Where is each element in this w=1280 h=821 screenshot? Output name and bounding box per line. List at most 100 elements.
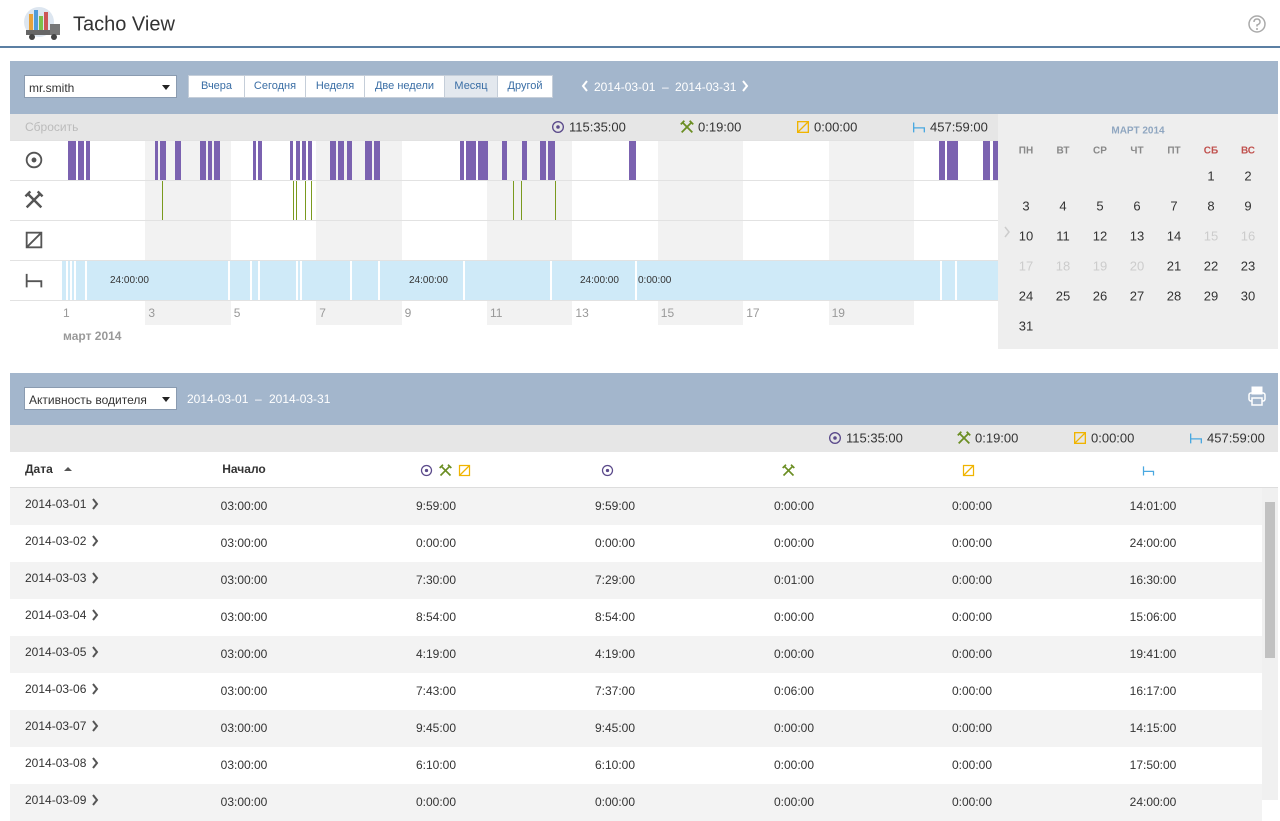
expand-arrow[interactable] xyxy=(91,609,99,621)
scrollbar[interactable] xyxy=(1262,488,1278,800)
table-row[interactable] xyxy=(10,488,1262,525)
expand-arrow[interactable] xyxy=(91,757,99,769)
table-header-border xyxy=(10,487,1278,488)
period-button[interactable]: Вчера xyxy=(188,75,245,98)
table-row[interactable] xyxy=(10,525,1262,562)
table-cell: 03:00:00 xyxy=(220,610,268,624)
axis-label: 9 xyxy=(404,306,412,320)
expand-arrow[interactable] xyxy=(91,720,99,732)
calendar-day[interactable]: 7 xyxy=(1170,198,1178,214)
expand-arrow[interactable] xyxy=(91,683,99,695)
calendar-day[interactable]: 18 xyxy=(1055,258,1071,274)
print-icon[interactable] xyxy=(1247,385,1267,407)
table-cell: 14:01:00 xyxy=(1129,499,1177,513)
calendar-day[interactable]: 19 xyxy=(1092,258,1108,274)
table-cell: 16:17:00 xyxy=(1129,684,1177,698)
calendar-day[interactable]: 27 xyxy=(1129,288,1145,304)
calendar-day[interactable]: 26 xyxy=(1092,288,1108,304)
period-button[interactable]: Сегодня xyxy=(244,75,306,98)
calendar-day[interactable]: 14 xyxy=(1166,228,1182,244)
driving-segment xyxy=(522,141,527,180)
driver-select[interactable]: mr.smith xyxy=(24,75,177,98)
calendar-day[interactable]: 16 xyxy=(1240,228,1256,244)
rest-segment xyxy=(62,261,998,300)
calendar-day[interactable]: 10 xyxy=(1018,228,1034,244)
report-select[interactable]: Активность водителя xyxy=(24,387,177,410)
rest-gap xyxy=(66,261,68,300)
activity-icon xyxy=(420,464,432,476)
period-button[interactable]: Месяц xyxy=(444,75,498,98)
calendar-day[interactable]: 22 xyxy=(1203,258,1219,274)
work-segment xyxy=(293,181,294,220)
column-header[interactable]: Дата xyxy=(25,462,53,476)
calendar-day[interactable]: 28 xyxy=(1166,288,1182,304)
rest-label: 24:00:00 xyxy=(409,275,448,286)
table-row[interactable] xyxy=(10,599,1262,636)
header xyxy=(0,0,1280,48)
calendar-day[interactable]: 24 xyxy=(1018,288,1034,304)
calendar-day[interactable]: 30 xyxy=(1240,288,1256,304)
table-row[interactable] xyxy=(10,784,1262,821)
total-value: 0:00:00 xyxy=(814,119,858,135)
calendar-day[interactable]: 2 xyxy=(1244,168,1252,184)
column-header[interactable]: Начало xyxy=(222,462,266,476)
expand-arrow[interactable] xyxy=(91,498,99,510)
row-line xyxy=(10,300,998,301)
driving-segment xyxy=(86,141,90,180)
calendar-day[interactable]: 15 xyxy=(1203,228,1219,244)
calendar-day[interactable]: 3 xyxy=(1022,198,1030,214)
calendar-day[interactable]: 29 xyxy=(1203,288,1219,304)
calendar-day[interactable]: 6 xyxy=(1133,198,1141,214)
period-button[interactable]: Другой xyxy=(497,75,553,98)
table-row[interactable] xyxy=(10,710,1262,747)
calendar-day[interactable]: 8 xyxy=(1207,198,1215,214)
table-cell: 6:10:00 xyxy=(594,758,636,772)
axis-label: 11 xyxy=(490,306,503,320)
expand-arrow[interactable] xyxy=(91,794,99,806)
table-row[interactable] xyxy=(10,673,1262,710)
calendar-day[interactable]: 5 xyxy=(1096,198,1104,214)
logo xyxy=(24,7,60,40)
table-cell: 19:41:00 xyxy=(1129,647,1177,661)
table-cell: 2014-03-03 xyxy=(25,571,87,585)
rest-gap xyxy=(350,261,352,300)
prev-arrow[interactable] xyxy=(580,79,590,93)
table-row[interactable] xyxy=(10,636,1262,673)
expand-arrow[interactable] xyxy=(91,535,99,547)
calendar-day[interactable]: 25 xyxy=(1055,288,1071,304)
calendar-day[interactable]: 13 xyxy=(1129,228,1145,244)
driving-segment xyxy=(629,141,636,180)
calendar-arrow[interactable] xyxy=(1002,225,1012,239)
activity-icon xyxy=(797,121,809,133)
calendar-day[interactable]: 21 xyxy=(1166,258,1182,274)
calendar-day[interactable]: 11 xyxy=(1056,228,1070,244)
calendar-day[interactable]: 4 xyxy=(1059,198,1067,214)
activity-icon xyxy=(957,431,971,444)
help-icon[interactable] xyxy=(1247,14,1267,34)
activity-icon xyxy=(25,273,43,288)
expand-arrow[interactable] xyxy=(91,646,99,658)
calendar-day[interactable]: 1 xyxy=(1207,168,1215,184)
calendar-day[interactable]: 17 xyxy=(1018,258,1034,274)
calendar xyxy=(998,114,1278,349)
table-row[interactable] xyxy=(10,747,1262,784)
table-cell: 0:00:00 xyxy=(415,536,457,550)
calendar-day[interactable]: 12 xyxy=(1092,228,1108,244)
table-cell: 16:30:00 xyxy=(1129,573,1177,587)
total-value: 0:19:00 xyxy=(975,430,1019,446)
expand-arrow[interactable] xyxy=(91,572,99,584)
calendar-day[interactable]: 20 xyxy=(1129,258,1145,274)
period-button[interactable]: Две недели xyxy=(364,75,445,98)
calendar-day[interactable]: 23 xyxy=(1240,258,1256,274)
total-value: 115:35:00 xyxy=(569,119,626,135)
calendar-day[interactable]: 9 xyxy=(1244,198,1252,214)
reset-button[interactable]: Сбросить xyxy=(25,120,79,134)
table-cell: 0:00:00 xyxy=(951,647,993,661)
range-start: 2014-03-01 xyxy=(594,80,656,94)
period-button[interactable]: Неделя xyxy=(305,75,365,98)
table-row[interactable] xyxy=(10,562,1262,599)
table-cell: 8:54:00 xyxy=(415,610,457,624)
rest-gap xyxy=(463,261,465,300)
next-arrow[interactable] xyxy=(740,79,750,93)
calendar-day[interactable]: 31 xyxy=(1018,318,1034,334)
